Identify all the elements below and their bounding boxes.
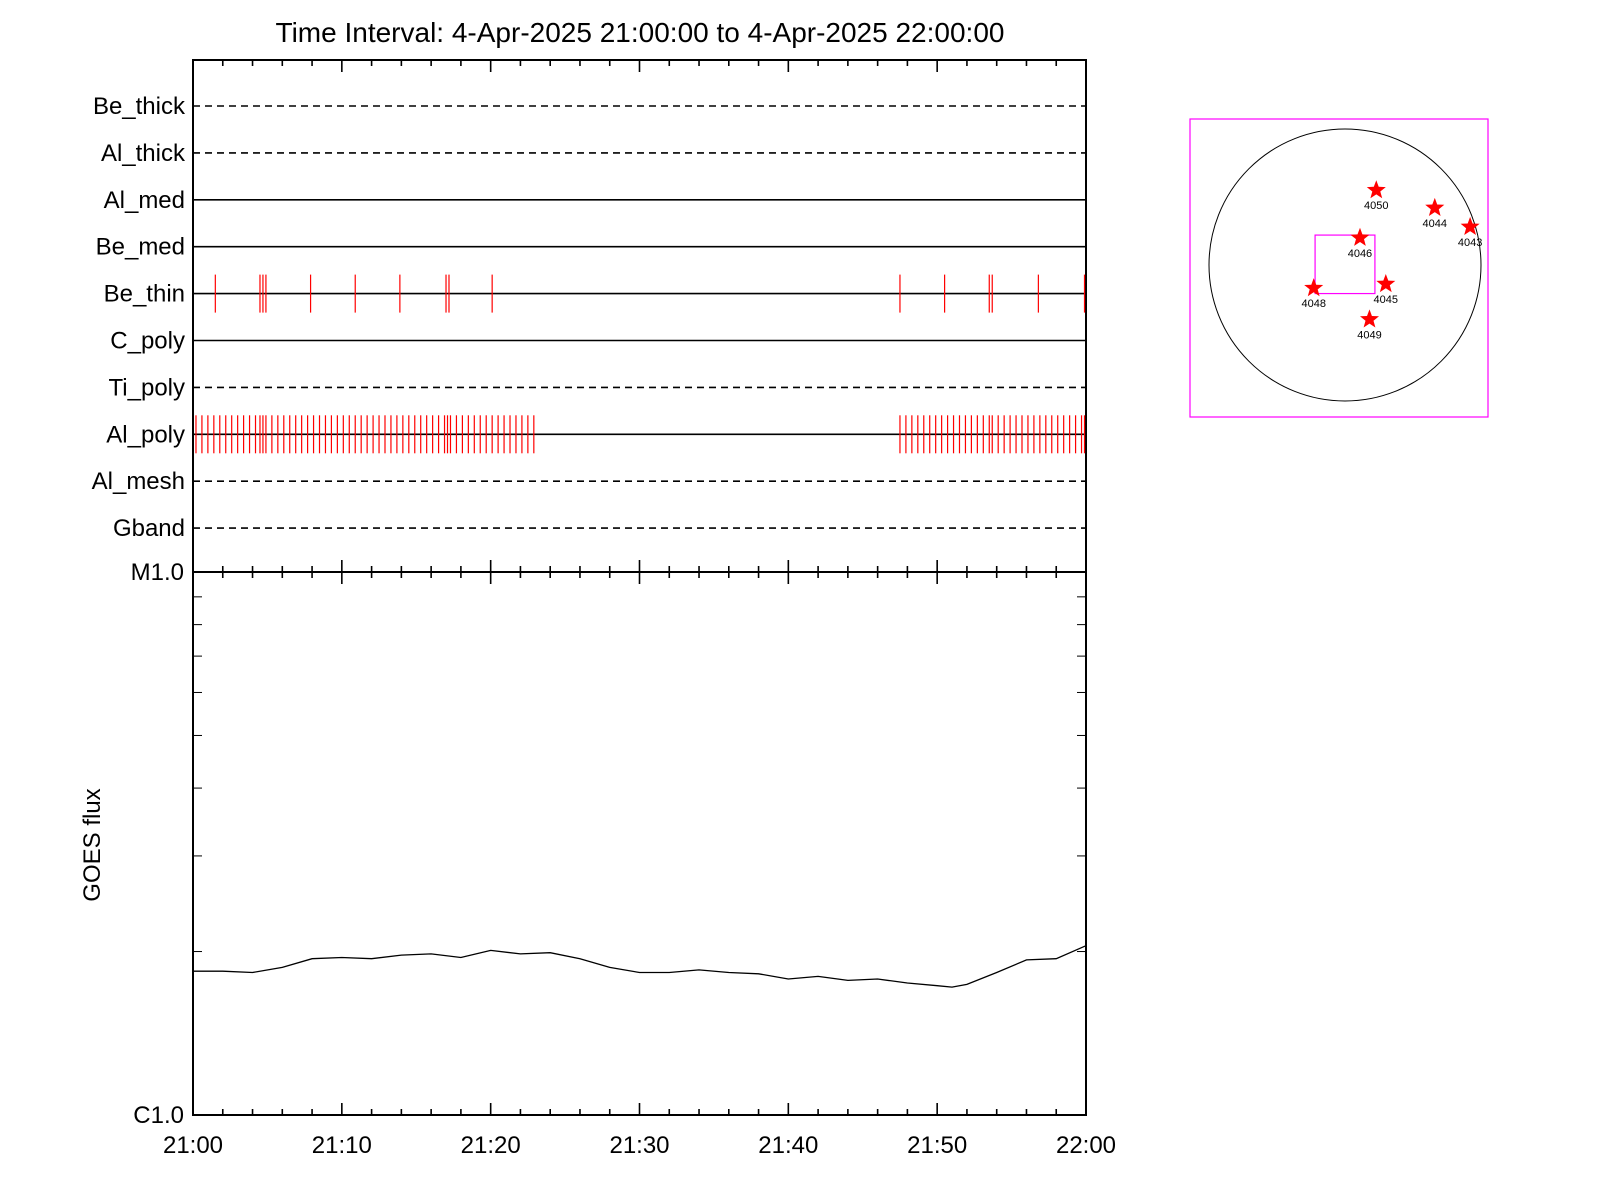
active-region-star xyxy=(1360,309,1379,328)
filter-label: Gband xyxy=(113,515,185,542)
y-tick-label: M1.0 xyxy=(131,559,184,586)
solar-map-frame xyxy=(1189,118,1489,418)
filter-label: Be_med xyxy=(96,234,185,261)
x-tick-label: 21:40 xyxy=(758,1132,818,1159)
active-region-star xyxy=(1366,180,1386,199)
goes-panel: 21:00 21:10 21:20 21:30 21:40 21:50 22:00 C1.0 M… xyxy=(79,559,1116,1159)
goes-flux-line xyxy=(193,945,1087,988)
goes-panel-frame xyxy=(192,571,1087,1116)
goes-ticks: 21:00 21:10 21:20 21:30 21:40 21:50 22:00 C1.0 M… xyxy=(131,559,1116,1159)
filter-ticks xyxy=(192,60,1087,572)
active-region-label: 4046 xyxy=(1348,248,1372,260)
filter-label: Al_mesh xyxy=(92,468,185,495)
chart-title: Time Interval: 4-Apr-2025 21:00:00 to 4-… xyxy=(276,17,1005,48)
x-tick-label: 21:10 xyxy=(312,1132,372,1159)
goes-ylabel: GOES flux xyxy=(79,788,106,901)
active-region-label: 4045 xyxy=(1374,294,1398,306)
filter-label: Al_med xyxy=(104,187,185,214)
x-tick-label: 22:00 xyxy=(1056,1132,1116,1159)
active-region-label: 4049 xyxy=(1357,329,1381,341)
x-tick-label: 21:00 xyxy=(163,1132,223,1159)
filter-label: Ti_poly xyxy=(109,374,185,401)
x-tick-label: 21:20 xyxy=(461,1132,521,1159)
filter-label: Al_poly xyxy=(106,421,185,448)
solar-map: 4050 4044 4043 4046 4045 4048 4049 xyxy=(1189,118,1489,418)
active-region-star xyxy=(1460,216,1480,235)
filter-label: Be_thick xyxy=(93,93,186,120)
field-of-view-box xyxy=(1314,234,1376,295)
active-region-star xyxy=(1425,197,1445,216)
filter-panel-frame xyxy=(192,59,1087,573)
filter-rows: Be_thick Al_thick Al_med Be_med Be_thin C_pol… xyxy=(92,93,1086,542)
active-region-markers: 4050 4044 4043 4046 4045 4048 4049 xyxy=(1301,180,1482,341)
active-region-label: 4050 xyxy=(1364,200,1388,212)
active-region-star xyxy=(1304,278,1324,297)
active-region-label: 4044 xyxy=(1423,218,1447,230)
filter-panel: Be_thick Al_thick Al_med Be_med Be_thin C_pol… xyxy=(92,59,1087,573)
active-region-star xyxy=(1350,227,1370,246)
solar-disk xyxy=(1208,128,1482,402)
filter-label: Al_thick xyxy=(101,140,186,167)
active-region-label: 4043 xyxy=(1458,237,1482,249)
filter-label: Be_thin xyxy=(104,281,185,308)
x-tick-label: 21:50 xyxy=(907,1132,967,1159)
active-region-label: 4048 xyxy=(1301,298,1325,310)
x-tick-label: 21:30 xyxy=(609,1132,669,1159)
filter-label: C_poly xyxy=(110,328,185,355)
y-tick-label: C1.0 xyxy=(133,1102,184,1129)
active-region-star xyxy=(1376,274,1396,293)
